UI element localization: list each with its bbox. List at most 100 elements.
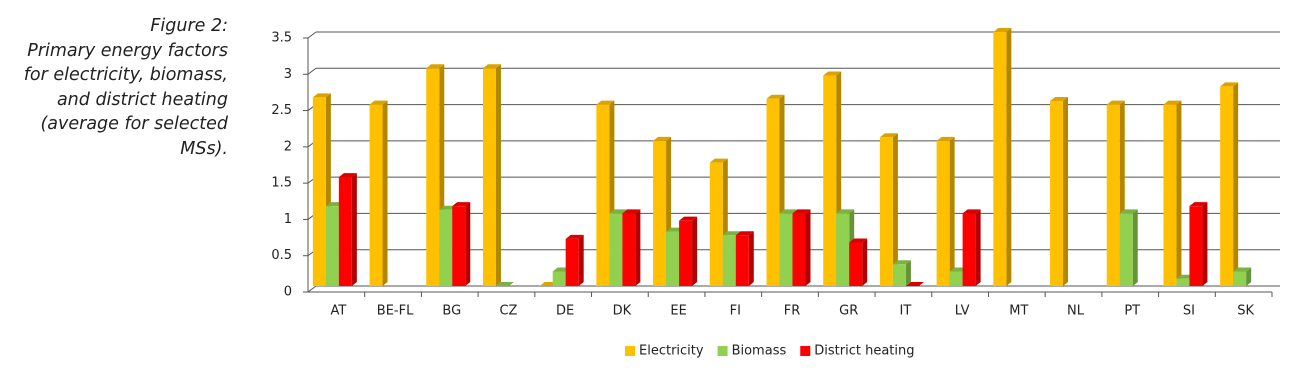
- bar-top: [1189, 202, 1208, 207]
- bar-top: [1233, 267, 1252, 272]
- x-tick-label: FI: [730, 304, 741, 319]
- bar-top: [622, 209, 641, 214]
- x-tick-label: GR: [839, 304, 858, 319]
- bar: [993, 32, 1007, 286]
- bar-top: [596, 100, 615, 105]
- bar-top: [1119, 209, 1138, 214]
- bar-top: [452, 202, 471, 207]
- bar: [779, 213, 793, 286]
- bar-top: [1220, 82, 1239, 87]
- bar-top: [836, 209, 855, 214]
- bar: [596, 104, 610, 286]
- bar: [312, 97, 326, 286]
- y-tick-label: 3: [284, 67, 292, 82]
- x-tick-label: MT: [1009, 304, 1028, 319]
- y-tick-label: 1.5: [271, 176, 292, 191]
- x-tick-label: NL: [1067, 304, 1085, 319]
- bar-side: [949, 136, 955, 286]
- grid-edge: [307, 285, 317, 293]
- bar-side: [692, 216, 698, 286]
- bar-top: [905, 282, 924, 286]
- bar: [439, 209, 453, 286]
- bar-top: [892, 260, 911, 265]
- bar: [552, 271, 566, 286]
- y-tick-label: 3.5: [271, 31, 292, 46]
- x-tick-label: EE: [670, 304, 686, 319]
- bar: [609, 213, 623, 286]
- y-tick-label: 1: [284, 212, 292, 227]
- bar-side: [1176, 100, 1182, 286]
- bar-side: [1233, 82, 1239, 286]
- bar: [792, 213, 806, 286]
- bar: [1189, 206, 1203, 286]
- bar-side: [1132, 209, 1138, 286]
- bar: [1050, 100, 1064, 286]
- legend-swatch: [800, 346, 811, 356]
- x-tick-label: CZ: [499, 304, 517, 319]
- bar: [892, 264, 906, 286]
- bar-top: [936, 136, 955, 141]
- bar-top: [792, 209, 811, 214]
- y-tick-label: 2: [284, 139, 292, 154]
- bar-side: [975, 209, 981, 286]
- bar-side: [382, 100, 388, 286]
- bar-top: [779, 209, 798, 214]
- bar-side: [1246, 267, 1252, 286]
- bar: [709, 162, 723, 286]
- figure-label: Figure 2:: [150, 16, 228, 36]
- bar: [836, 213, 850, 286]
- bar: [936, 140, 950, 286]
- bar-top: [879, 133, 898, 138]
- bar-top: [735, 231, 754, 236]
- bar: [426, 68, 440, 287]
- bar-top: [679, 216, 698, 221]
- bar-top: [338, 173, 357, 178]
- bar-top: [653, 136, 672, 141]
- bar-side: [748, 231, 754, 286]
- x-tick-label: IT: [900, 304, 912, 319]
- x-tick-label: AT: [330, 304, 346, 319]
- bar-top: [426, 64, 445, 69]
- bar: [1233, 271, 1247, 286]
- bar: [823, 75, 837, 287]
- bar-top: [495, 282, 514, 286]
- bar-top: [849, 238, 868, 243]
- chart-title: Primary energy factors for electricity, …: [23, 40, 228, 159]
- bar: [622, 213, 636, 286]
- x-tick-label: BG: [442, 304, 461, 319]
- bar-top: [993, 28, 1012, 32]
- x-tick-label: BE-FL: [377, 304, 414, 319]
- bar: [1176, 278, 1190, 286]
- bar: [653, 140, 667, 286]
- bar-top: [609, 209, 628, 214]
- x-tick-label: DK: [613, 304, 632, 319]
- bar-top: [709, 158, 728, 163]
- bar-top: [369, 100, 388, 105]
- legend-label: Biomass: [732, 344, 787, 359]
- legend-label: District heating: [814, 344, 914, 359]
- bar-side: [905, 260, 911, 286]
- y-tick-label: 2.5: [271, 103, 292, 118]
- bar-side: [862, 238, 868, 286]
- x-tick-label: LV: [955, 304, 970, 319]
- bar-top: [1106, 100, 1125, 105]
- x-tick-label: PT: [1124, 304, 1140, 319]
- bar-top: [962, 209, 981, 214]
- bar-top: [1163, 100, 1182, 105]
- bar-top: [1050, 96, 1069, 101]
- bar: [1119, 213, 1133, 286]
- bar: [1106, 104, 1120, 286]
- x-tick-label: DE: [556, 304, 574, 319]
- caption: Figure 2: Primary energy factors for ele…: [0, 14, 228, 161]
- bar-side: [892, 133, 898, 286]
- bar: [849, 242, 863, 286]
- x-tick-label: FR: [784, 304, 801, 319]
- legend-swatch: [717, 346, 728, 356]
- bar-top: [565, 234, 584, 239]
- y-tick-label: 0.5: [271, 248, 292, 263]
- bar-top: [482, 64, 501, 69]
- bar: [338, 177, 352, 286]
- bar: [666, 231, 680, 286]
